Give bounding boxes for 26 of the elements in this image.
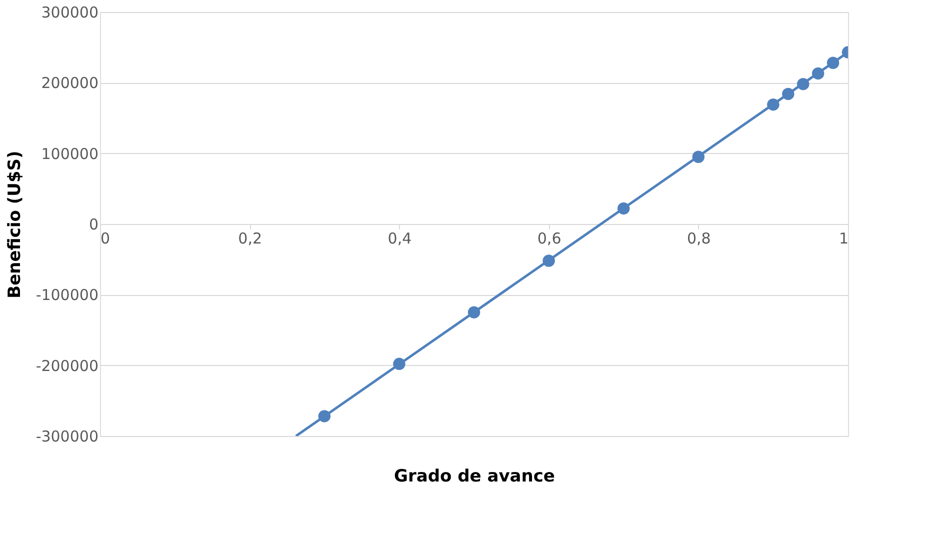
point bbox=[393, 358, 406, 370]
x-tick-label: 0,4 bbox=[388, 230, 412, 248]
point bbox=[767, 98, 780, 111]
y-axis-title: Beneficio (U$S) bbox=[4, 150, 25, 298]
x-tick-label: 0,2 bbox=[238, 230, 262, 248]
point bbox=[826, 56, 840, 69]
x-tick-label: 0,6 bbox=[537, 230, 562, 248]
y-tick-label: 200000 bbox=[41, 74, 98, 92]
y-tick-label: -100000 bbox=[36, 286, 98, 304]
point bbox=[782, 88, 794, 100]
point bbox=[468, 306, 480, 318]
x-axis-title: Grado de avance bbox=[394, 466, 555, 486]
point bbox=[542, 254, 555, 267]
point bbox=[796, 78, 810, 90]
point bbox=[692, 150, 705, 163]
point bbox=[617, 202, 630, 215]
y-tick-label: 300000 bbox=[41, 4, 98, 22]
x-tick-label: 0,8 bbox=[686, 230, 711, 248]
y-tick-label: 0 bbox=[88, 216, 98, 234]
y-tick-label: 100000 bbox=[41, 144, 98, 163]
y-tick-label: -300000 bbox=[36, 428, 98, 446]
y-tick-label: -200000 bbox=[36, 356, 98, 375]
x-tick-label: 1 bbox=[838, 230, 848, 248]
point bbox=[318, 410, 331, 422]
point bbox=[812, 67, 824, 80]
x-tick-label: 0 bbox=[100, 230, 110, 248]
